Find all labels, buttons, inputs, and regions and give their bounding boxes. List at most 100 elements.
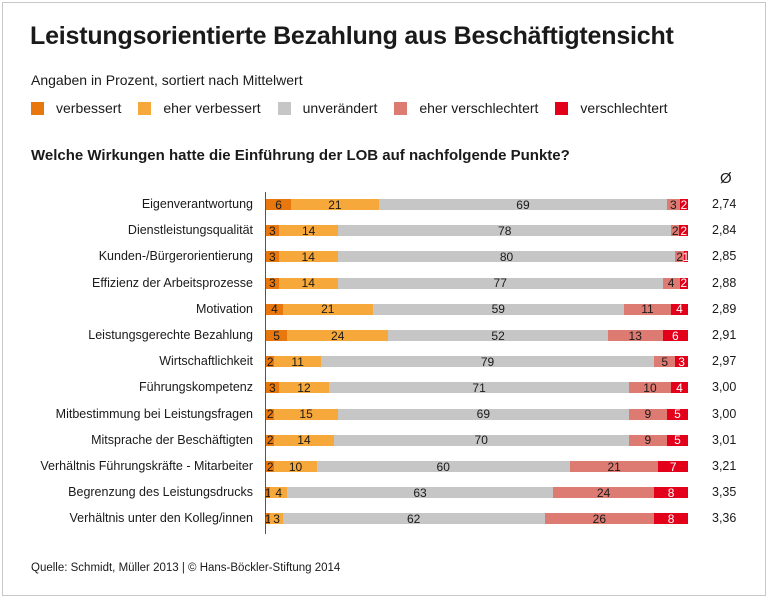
- bar-segment-unverändert: 52: [388, 329, 608, 343]
- bar-segment-unverändert: 71: [329, 381, 629, 395]
- legend-label: verbessert: [56, 100, 122, 116]
- bar-segment-eher-verbessert: 12: [278, 381, 330, 395]
- category-label: Verhältnis unter den Kolleg/innen: [69, 511, 253, 526]
- bar-segment-eher-verschlechtert: 21: [569, 460, 659, 474]
- category-label: Kunden-/Bürgerorientierung: [98, 249, 253, 264]
- y-axis-line: [265, 192, 266, 534]
- bar-segment-eher-verbessert: 21: [283, 302, 373, 316]
- category-label: Mitbestimmung bei Leistungsfragen: [55, 406, 253, 421]
- category-label: Effizienz der Arbeitsprozesse: [92, 275, 253, 290]
- bar-segment-eher-verbessert: 11: [274, 355, 321, 369]
- bar-segment-eher-verschlechtert: 11: [624, 302, 671, 316]
- legend-item: verbessert: [31, 100, 121, 116]
- question-heading: Welche Wirkungen hatte die Einführung de…: [31, 147, 570, 164]
- bar-segment-verbessert: 6: [266, 198, 292, 212]
- bar-segment-verbessert: 1: [264, 485, 272, 500]
- bar-segment-verschlechtert: 6: [662, 329, 688, 343]
- bar-segment-verschlechtert: 8: [654, 512, 688, 526]
- category-label: Führungskompetenz: [139, 380, 253, 395]
- bar-segment-verschlechtert: 2: [679, 197, 688, 212]
- bar-segment-eher-verschlechtert: 3: [667, 198, 680, 212]
- legend-label: unverändert: [302, 100, 378, 116]
- bar-segment-verschlechtert: 5: [666, 407, 688, 421]
- stacked-bar: 3 14 77 4 2: [266, 276, 688, 290]
- legend-swatch: [31, 101, 44, 115]
- bar-segment-verbessert: 5: [266, 329, 288, 343]
- bar-segment-verschlechtert: 7: [658, 460, 688, 474]
- bar-segment-unverändert: 70: [333, 433, 629, 447]
- bar-segment-eher-verbessert: 14: [274, 433, 334, 447]
- stacked-bar: 3 14 78 2 2: [266, 223, 688, 238]
- mean-value: 2,85: [712, 249, 737, 264]
- legend-item: eher verschlechtert: [394, 100, 538, 116]
- bar-segment-verbessert: 2: [266, 433, 275, 448]
- bar-segment-verschlechtert: 1: [682, 249, 690, 264]
- category-label: Leistungsgerechte Bezahlung: [88, 328, 253, 342]
- bar-segment-eher-verbessert: 14: [278, 250, 338, 264]
- stacked-bar: 2 15 69 9 5: [266, 407, 688, 422]
- bar-segment-unverändert: 78: [338, 224, 671, 238]
- stacked-bar: 3 14 80 2 1: [266, 249, 690, 264]
- bar-segment-unverändert: 69: [378, 198, 668, 212]
- bar-segment-verbessert: 2: [266, 407, 275, 422]
- bar-segment-unverändert: 79: [320, 355, 655, 369]
- stacked-bar: 2 14 70 9 5: [266, 433, 688, 448]
- bar-segment-unverändert: 77: [337, 276, 663, 290]
- legend-swatch: [555, 101, 569, 115]
- bar-segment-verbessert: 3: [266, 224, 279, 238]
- mean-value: 2,88: [712, 275, 737, 290]
- bar-segment-verschlechtert: 5: [666, 433, 688, 447]
- bar-segment-unverändert: 60: [316, 460, 570, 474]
- bar-segment-eher-verbessert: 15: [274, 407, 338, 421]
- mean-value: 2,84: [712, 223, 737, 238]
- bar-segment-unverändert: 80: [337, 250, 676, 264]
- bar-segment-verschlechtert: 4: [670, 302, 688, 316]
- bar-segment-eher-verschlechtert: 9: [628, 407, 667, 421]
- bar-segment-verbessert: 3: [266, 250, 279, 264]
- bar-segment-eher-verschlechtert: 4: [662, 276, 680, 290]
- bar-segment-eher-verschlechtert: 2: [675, 249, 684, 264]
- mean-value: 2,91: [712, 328, 737, 342]
- legend: verbessert eher verbessert unverändert eher…: [31, 100, 685, 116]
- stacked-bar: 6 21 69 3 2: [266, 197, 688, 212]
- mean-value: 3,36: [712, 511, 737, 526]
- mean-value: 3,35: [712, 485, 737, 500]
- category-label: Verhältnis Führungskräfte - Mitarbeiter: [40, 459, 253, 473]
- mean-value: 3,00: [712, 380, 737, 395]
- mean-value: 2,74: [712, 197, 737, 211]
- stacked-bar: 1 3 62 26 8: [265, 512, 688, 526]
- stacked-bar: 1 4 63 24 8: [264, 485, 688, 500]
- bar-segment-unverändert: 69: [337, 407, 629, 421]
- category-label: Motivation: [196, 301, 253, 316]
- mean-header: Ø: [720, 170, 732, 187]
- category-label: Eigenverantwortung: [141, 197, 253, 211]
- bar-segment-unverändert: 63: [287, 486, 553, 500]
- bar-segment-eher-verschlechtert: 24: [552, 486, 655, 500]
- category-label: Dienstleistungsqualität: [127, 223, 253, 238]
- stacked-bar: 4 21 59 11 4: [266, 302, 688, 316]
- mean-value: 3,21: [712, 459, 737, 473]
- legend-item: eher verbessert: [138, 100, 261, 116]
- bar-segment-verbessert: 2: [266, 459, 275, 474]
- stacked-bar: 5 24 52 13 6: [266, 329, 688, 343]
- bar-segment-verschlechtert: 2: [679, 223, 688, 238]
- bar-segment-verbessert: 3: [266, 276, 279, 290]
- mean-value: 2,97: [712, 354, 737, 369]
- legend-swatch: [138, 101, 152, 115]
- legend-label: verschlechtert: [580, 100, 668, 116]
- bar-segment-eher-verbessert: 14: [278, 276, 338, 290]
- mean-value: 3,01: [712, 432, 737, 447]
- bar-segment-verschlechtert: 3: [675, 355, 688, 369]
- bar-segment-unverändert: 62: [282, 512, 545, 526]
- stacked-bar: 2 10 60 21 7: [266, 459, 688, 474]
- bar-segment-verbessert: 2: [266, 354, 275, 369]
- bar-segment-eher-verschlechtert: 10: [628, 381, 672, 395]
- bar-segment-eher-verschlechtert: 9: [628, 433, 667, 447]
- bar-segment-verbessert: 3: [266, 381, 279, 395]
- bar-segment-eher-verbessert: 10: [274, 460, 317, 474]
- legend-label: eher verschlechtert: [419, 100, 539, 116]
- bar-segment-eher-verschlechtert: 5: [654, 355, 676, 369]
- category-label: Mitsprache der Beschäftigten: [91, 432, 253, 447]
- mean-value: 3,00: [712, 406, 737, 421]
